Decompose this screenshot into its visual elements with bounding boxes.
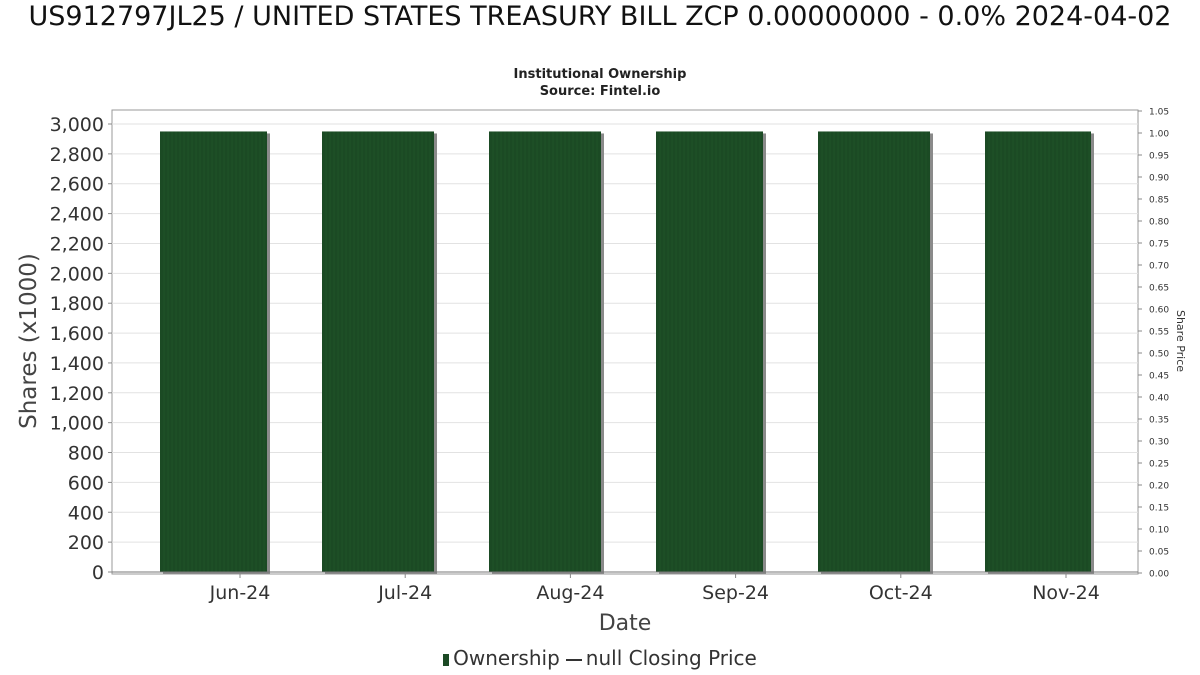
y2-tick-label: 0.25 (1149, 460, 1169, 470)
x-tick-label: Aug-24 (536, 582, 604, 604)
ownership-bar (985, 131, 1091, 572)
y2-tick-label: 0.10 (1149, 526, 1169, 536)
y2-tick-label: 0.55 (1149, 328, 1169, 338)
y2-tick-label: 0.35 (1149, 416, 1169, 426)
y-axis-label: Shares (x1000) (16, 253, 42, 429)
bars (160, 131, 1094, 574)
y-tick-label: 1,000 (50, 413, 104, 435)
ownership-bar (160, 131, 267, 572)
y2-tick-label: 0.70 (1149, 262, 1169, 272)
y2-tick-label: 1.05 (1149, 108, 1169, 118)
y2-tick-label: 0.95 (1149, 152, 1169, 162)
y-tick-label: 200 (68, 532, 104, 554)
legend-price-label: null Closing Price (585, 646, 757, 670)
x-tick-label: Nov-24 (1032, 582, 1100, 604)
y-tick-label: 2,800 (50, 144, 104, 166)
y-tick-label: 3,000 (50, 114, 104, 136)
y2-tick-label: 0.65 (1149, 284, 1169, 294)
y2-tick-label: 0.75 (1149, 240, 1169, 250)
ownership-legend-swatch (443, 653, 450, 666)
y-axis: 0 200 400 600 800 1,000 1,200 1,400 1,600 1,800 2,… (50, 114, 112, 584)
y2-tick-label: 0.50 (1149, 350, 1169, 360)
y2-tick-label: 0.15 (1149, 504, 1169, 514)
y-tick-label: 2,400 (50, 204, 104, 226)
x-tick-label: Sep-24 (702, 582, 769, 604)
y2-tick-label: 0.85 (1149, 196, 1169, 206)
y2-tick-label: 0.05 (1149, 548, 1169, 558)
y-tick-label: 2,200 (50, 233, 104, 255)
x-tick-label: Oct-24 (869, 582, 933, 604)
y2-tick-label: 0.40 (1149, 394, 1169, 404)
y-tick-label: 2,600 (50, 174, 104, 196)
y2-tick-label: 1.00 (1149, 130, 1169, 140)
y2-axis-label: Share Price (1174, 310, 1187, 372)
x-tick-label: Jun-24 (209, 582, 271, 604)
y2-tick-label: 0.90 (1149, 174, 1169, 184)
ownership-bar (656, 131, 763, 572)
y2-tick-label: 0.45 (1149, 372, 1169, 382)
y2-tick-label: 0.80 (1149, 218, 1169, 228)
y2-axis: 0.00 0.05 0.10 0.15 0.20 0.25 0.30 0.35 0.40 0.45… (1138, 108, 1169, 580)
y-tick-label: 1,800 (50, 293, 104, 315)
x-axis: Jun-24 Jul-24 Aug-24 Sep-24 Oct-24 Nov-24 (112, 571, 1138, 604)
y-tick-label: 600 (68, 472, 104, 494)
y2-tick-label: 0.00 (1149, 570, 1169, 580)
y-tick-label: 800 (68, 443, 104, 465)
y2-tick-label: 0.60 (1149, 306, 1169, 316)
x-tick-label: Jul-24 (377, 582, 432, 604)
y-tick-label: 400 (68, 502, 104, 524)
ownership-chart: 0 200 400 600 800 1,000 1,200 1,400 1,600 1,800 2,… (16, 108, 1187, 637)
chart-legend: Ownership null Closing Price (0, 646, 1200, 670)
y2-tick-label: 0.30 (1149, 438, 1169, 448)
x-axis-label: Date (599, 611, 652, 636)
y-tick-label: 1,200 (50, 383, 104, 405)
y-tick-label: 0 (92, 562, 104, 584)
y-tick-label: 1,600 (50, 323, 104, 345)
legend-ownership-label: Ownership (453, 646, 560, 670)
chart-subtitle-ownership: Institutional Ownership (513, 67, 687, 82)
y-tick-label: 2,000 (50, 263, 104, 285)
chart-subtitle-source: Source: Fintel.io (539, 84, 661, 99)
plot-area (111, 109, 1139, 575)
y2-tick-label: 0.20 (1149, 482, 1169, 492)
closing-price-legend-line (565, 658, 582, 661)
y-tick-label: 1,400 (50, 353, 104, 375)
chart-title: US912797JL25 / UNITED STATES TREASURY BI… (28, 1, 1172, 32)
